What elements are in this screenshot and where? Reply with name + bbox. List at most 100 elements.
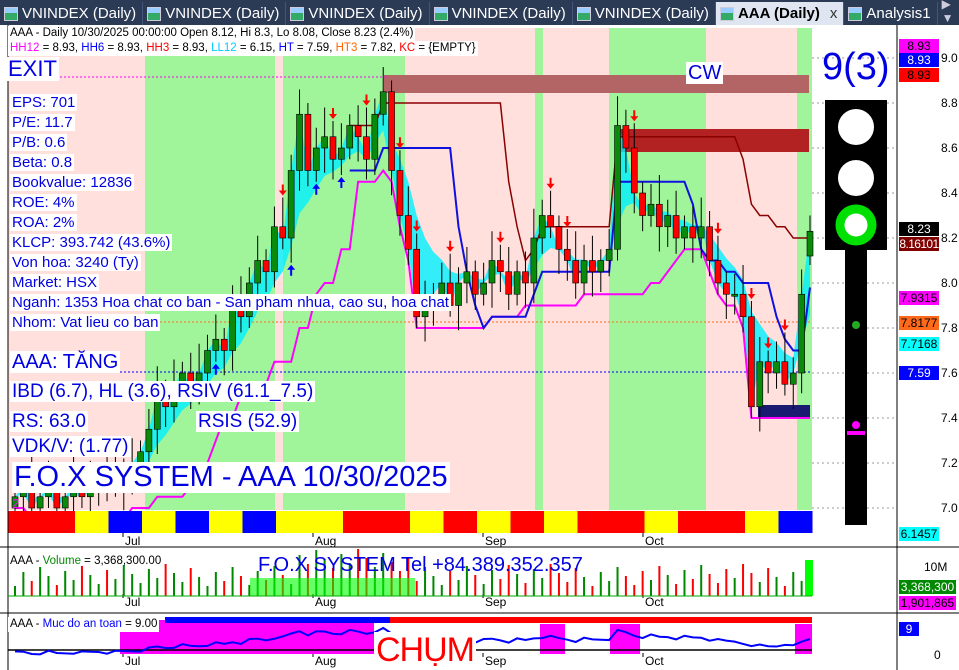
- signal-strip-cell: [611, 511, 645, 533]
- signal-strip-cell: [108, 511, 143, 533]
- volume-highlight: [805, 560, 813, 596]
- tab-label: VNINDEX (Daily): [308, 5, 423, 22]
- price-tick-label: 8.8: [941, 96, 958, 110]
- candle-body: [739, 293, 747, 318]
- safety-title: AAA - Muc do an toan = 9.00: [8, 617, 160, 632]
- signal-strip-cell: [309, 511, 344, 533]
- signal-strip-cell: [510, 511, 545, 533]
- safety-fill: [795, 624, 812, 654]
- safety-tag: 9: [899, 622, 919, 636]
- signal-strip-cell: [175, 511, 210, 533]
- kc-label: KC: [399, 42, 416, 54]
- candle-body: [471, 271, 479, 295]
- chart-icon: [719, 6, 734, 21]
- candle-body: [338, 147, 345, 160]
- price-chart[interactable]: Jul Jul Jul Aug Aug Aug Sep Sep Sep Oct Oct Oct: [0, 25, 959, 670]
- candle-body: [614, 125, 621, 250]
- tab-scroll-icon[interactable]: ◀ ▶ ▼: [941, 0, 954, 25]
- tab-4[interactable]: VNINDEX (Daily): [573, 2, 716, 25]
- hh3-label: HH3: [146, 42, 170, 54]
- tab-0[interactable]: VNINDEX (Daily): [0, 2, 144, 25]
- tab-1[interactable]: VNINDEX (Daily): [143, 2, 287, 25]
- candle-body: [229, 305, 236, 351]
- tab-label: VNINDEX (Daily): [165, 5, 280, 22]
- price-tag: 6.1457: [899, 527, 939, 541]
- von-hoa: Von hoa: 3240 (Ty): [10, 254, 141, 271]
- candle-body: [438, 282, 446, 295]
- price-tag: 8.93: [899, 68, 939, 82]
- bookvalue: Bookvalue: 12836: [10, 174, 135, 191]
- candle-body: [396, 170, 404, 216]
- buy-arrow-icon: [287, 264, 296, 276]
- candle-body: [379, 91, 387, 115]
- ht-label: HT: [278, 42, 294, 54]
- beta: Beta: 0.8: [10, 154, 75, 171]
- signal-strip-cell: [41, 511, 76, 533]
- ht-value: = 7.59,: [293, 42, 336, 54]
- candle-body: [413, 248, 420, 318]
- vdk-value: VDK/V: (1.77): [10, 436, 131, 457]
- candle-body: [681, 226, 688, 239]
- volume-highlight: [250, 578, 415, 596]
- candle-body: [622, 125, 630, 149]
- resistance-zone: [620, 129, 809, 152]
- month-label-sep: Sep: [485, 595, 507, 609]
- support-zone: [758, 405, 810, 417]
- level-marker: [847, 431, 865, 435]
- market: Market: HSX: [10, 274, 100, 291]
- sell-arrow-icon: [747, 288, 756, 299]
- candle-body: [488, 260, 496, 284]
- price-tick-label: 9.0: [941, 51, 958, 65]
- signal-strip-cell: [644, 511, 679, 533]
- price-tick-label: 7.4: [941, 411, 958, 425]
- ht3-label: HT3: [335, 42, 358, 54]
- price-tick-label: 8.6: [941, 141, 958, 155]
- candle-body: [513, 271, 521, 295]
- level-dot: [852, 321, 860, 329]
- candle-body: [706, 226, 713, 261]
- chart-icon: [576, 6, 591, 21]
- chart-icon: [290, 6, 305, 21]
- tab-5[interactable]: AAA (Daily) x: [715, 2, 845, 25]
- sell-arrow-icon: [329, 108, 337, 119]
- safety-value: = 9.00: [121, 618, 158, 630]
- candle-body: [329, 136, 337, 160]
- candle-body: [296, 113, 303, 171]
- month-label-oct: Oct: [645, 534, 664, 548]
- buy-arrow-icon: [211, 363, 220, 375]
- zone-band: [283, 28, 405, 510]
- candle-body: [530, 237, 538, 284]
- candle-body: [597, 260, 605, 273]
- roe: ROE: 4%: [10, 194, 77, 211]
- candle-body: [656, 203, 663, 228]
- close-icon[interactable]: x: [829, 5, 838, 22]
- signal-strip-cell: [577, 511, 612, 533]
- candle-body: [312, 147, 320, 171]
- month-label-oct: Oct: [645, 654, 664, 668]
- tab-2[interactable]: VNINDEX (Daily): [286, 2, 430, 25]
- candle-body: [538, 215, 546, 239]
- signal-strip-cell: [376, 511, 411, 533]
- price-tag: 7.7168: [899, 337, 939, 351]
- signal-strip-cell: [343, 511, 377, 533]
- volume-title: AAA - Volume = 3,368,300.00: [8, 554, 163, 569]
- candle-body: [480, 282, 487, 295]
- month-label-aug: Aug: [315, 534, 336, 548]
- safety-axis-label: 0: [934, 648, 941, 662]
- tab-3[interactable]: VNINDEX (Daily): [430, 2, 573, 25]
- signal-strip-cell: [678, 511, 712, 533]
- candle-body: [764, 361, 772, 374]
- candle-body: [254, 260, 261, 284]
- tab-label: VNINDEX (Daily): [451, 5, 566, 22]
- pb: P/B: 0.6: [10, 134, 68, 151]
- candle-body: [798, 293, 805, 374]
- candle-body: [689, 226, 697, 239]
- tab-6[interactable]: Analysis1: [844, 2, 938, 25]
- traffic-light-pole: [845, 250, 867, 525]
- candle-body: [455, 282, 462, 306]
- candle-body: [36, 496, 44, 509]
- price-tag: 7.9315: [899, 291, 939, 305]
- candle-body: [363, 136, 370, 160]
- safety-symbol: AAA -: [10, 618, 43, 630]
- month-label-jul: Jul: [125, 534, 140, 548]
